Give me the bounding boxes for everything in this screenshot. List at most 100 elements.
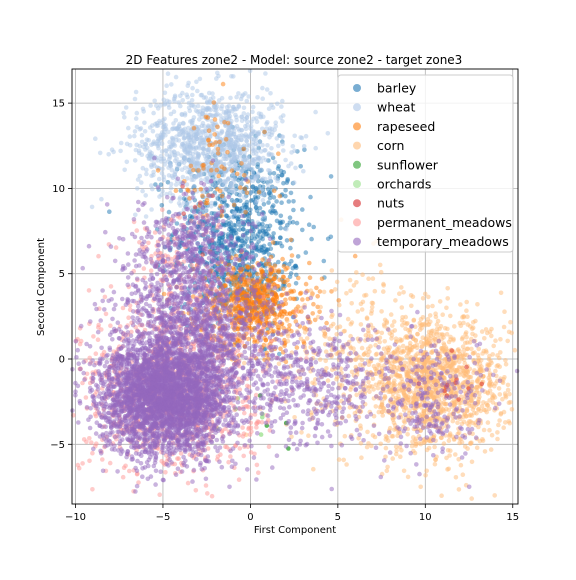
data-point: [406, 328, 411, 333]
data-point: [201, 166, 206, 171]
data-point: [269, 133, 274, 138]
data-point: [398, 454, 403, 459]
data-point: [468, 441, 473, 446]
data-point: [499, 412, 504, 417]
data-point: [304, 134, 309, 139]
data-point: [233, 212, 238, 217]
data-point: [291, 208, 296, 213]
data-point: [457, 431, 462, 436]
data-point: [304, 250, 309, 255]
data-point: [475, 388, 480, 393]
data-point: [311, 467, 316, 472]
data-point: [276, 151, 281, 156]
data-point: [414, 397, 419, 402]
data-point: [281, 280, 286, 285]
data-point: [273, 264, 278, 269]
data-point: [404, 322, 409, 327]
data-point: [435, 327, 440, 332]
data-point: [217, 140, 222, 145]
data-point: [242, 111, 247, 116]
data-point: [241, 134, 246, 139]
data-point: [401, 290, 406, 295]
data-point: [260, 222, 265, 227]
data-point: [466, 347, 471, 352]
data-point: [99, 197, 104, 202]
data-point: [133, 158, 138, 163]
data-point: [424, 469, 429, 474]
data-point: [251, 174, 256, 179]
data-point: [471, 351, 476, 356]
data-point: [337, 457, 342, 462]
data-point: [213, 140, 218, 145]
data-point: [174, 118, 179, 123]
data-point: [492, 493, 497, 498]
data-point: [296, 254, 301, 259]
data-point: [232, 203, 237, 208]
data-point: [290, 253, 295, 258]
data-point: [163, 101, 168, 106]
data-point: [326, 237, 331, 242]
data-point: [241, 93, 246, 98]
data-point: [367, 389, 372, 394]
data-point: [510, 407, 515, 412]
data-point: [275, 219, 280, 224]
data-point: [174, 156, 179, 161]
data-point: [158, 121, 163, 126]
data-point: [231, 282, 236, 287]
data-point: [96, 337, 101, 342]
data-point: [482, 336, 487, 341]
data-point: [399, 285, 404, 290]
data-point: [160, 171, 165, 176]
data-point: [462, 420, 467, 425]
data-point: [142, 121, 147, 126]
data-point: [180, 98, 185, 103]
data-point: [275, 136, 280, 141]
data-point: [482, 428, 487, 433]
data-point: [255, 174, 260, 179]
data-point: [207, 128, 212, 133]
data-point: [502, 325, 507, 330]
data-point: [366, 276, 371, 281]
data-point: [255, 95, 260, 100]
data-point: [420, 344, 425, 349]
data-point: [326, 131, 331, 136]
data-point: [439, 324, 444, 329]
data-point: [419, 340, 424, 345]
data-point: [222, 179, 227, 184]
data-point: [504, 362, 509, 367]
data-point: [283, 267, 288, 272]
data-point: [392, 420, 397, 425]
data-point: [397, 291, 402, 296]
data-point: [473, 333, 478, 338]
data-point: [356, 309, 361, 314]
data-point: [160, 189, 165, 194]
data-point: [506, 383, 511, 388]
data-point: [489, 334, 494, 339]
data-point: [209, 168, 214, 173]
data-point: [500, 397, 505, 402]
data-point: [508, 320, 513, 325]
data-point: [497, 356, 502, 361]
data-point: [260, 96, 265, 101]
data-point: [242, 173, 247, 178]
data-point: [141, 109, 146, 114]
data-point: [374, 383, 379, 388]
data-point: [409, 304, 414, 309]
data-point: [489, 327, 494, 332]
data-point: [324, 321, 329, 326]
data-point: [365, 430, 370, 435]
data-point: [374, 352, 379, 357]
data-point: [311, 225, 316, 230]
data-point: [216, 151, 221, 156]
data-point: [192, 104, 197, 109]
data-point: [249, 131, 254, 136]
data-point: [433, 311, 438, 316]
data-point: [379, 270, 384, 275]
data-point: [369, 444, 374, 449]
data-point: [243, 239, 248, 244]
data-point: [421, 315, 426, 320]
data-point: [256, 470, 261, 475]
data-point: [371, 276, 376, 281]
data-point: [215, 125, 220, 130]
